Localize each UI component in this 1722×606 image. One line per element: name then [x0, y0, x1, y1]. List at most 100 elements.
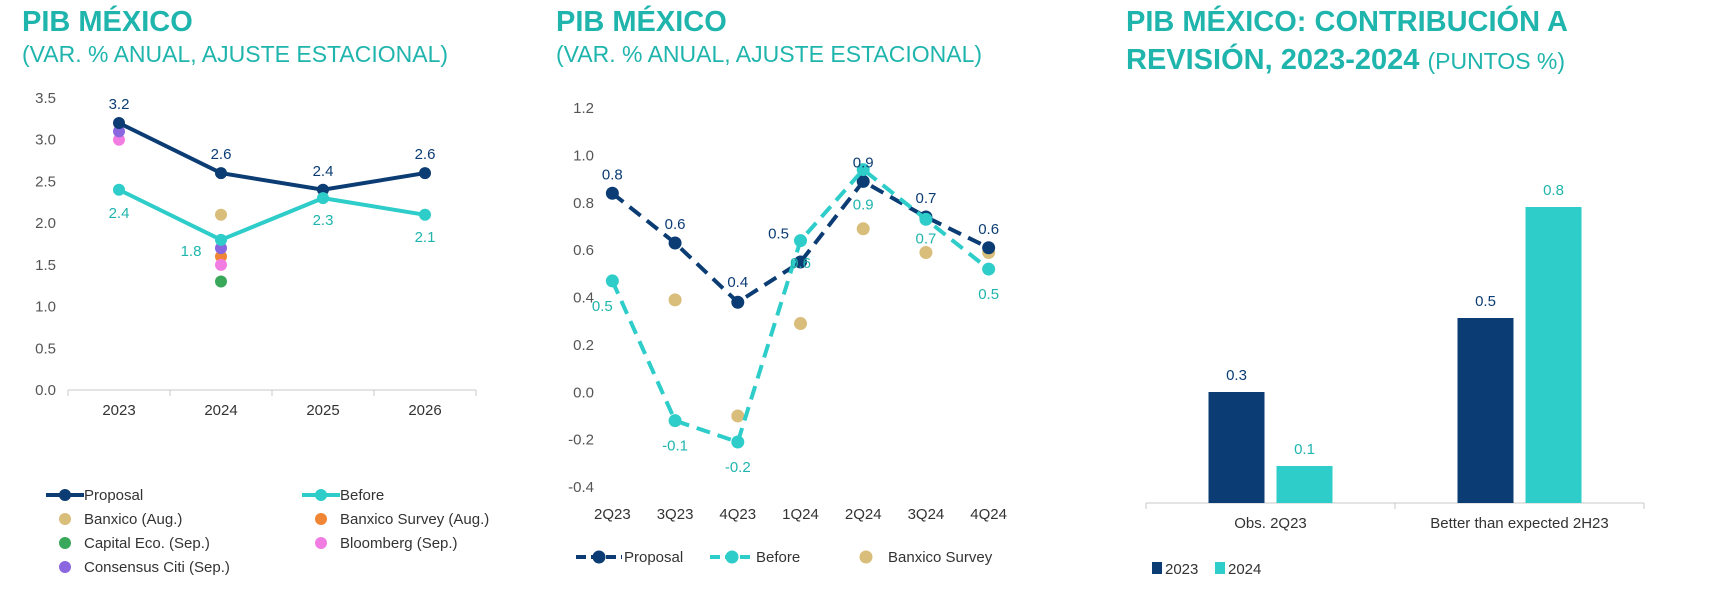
legend-swatch-marker	[315, 537, 327, 549]
bar-2024	[1525, 207, 1582, 503]
data-point-proposal	[856, 174, 870, 188]
data-point-before	[919, 212, 933, 226]
data-point-banxico-survey	[794, 317, 807, 331]
y-tick-label: 3.0	[35, 132, 56, 149]
data-label-2023: 0.3	[1226, 367, 1247, 384]
data-label-proposal: 3.2	[109, 96, 130, 113]
data-point-banxico-survey	[919, 245, 933, 259]
y-tick-label: 0.0	[573, 384, 594, 401]
legend-label: Proposal	[624, 549, 683, 566]
right-panel: PIB MÉXICO: CONTRIBUCIÓN A REVISIÓN, 202…	[1080, 0, 1722, 606]
x-tick-label: 3Q23	[657, 506, 694, 523]
series-line-before	[610, 166, 990, 445]
legend-label: Capital Eco. (Sep.)	[84, 535, 210, 552]
data-point-proposal	[113, 117, 125, 130]
data-label-2024: 0.8	[1543, 182, 1564, 199]
legend-swatch-marker	[592, 550, 606, 564]
right-chart-title-line2: REVISIÓN, 2023-2024 (PUNTOS %)	[1126, 42, 1565, 79]
series-line-proposal	[118, 121, 426, 192]
x-tick-label: Better than expected 2H23	[1430, 515, 1608, 532]
legend-swatch-marker	[59, 489, 71, 501]
y-tick-label: 2.5	[35, 173, 56, 190]
data-point-proposal	[605, 186, 619, 200]
legend-swatch	[1152, 562, 1162, 574]
data-label-before: -0.2	[725, 459, 751, 476]
x-tick-label: 2025	[306, 402, 339, 419]
data-point-before	[794, 234, 807, 248]
data-point-proposal	[668, 236, 682, 250]
data-label-before: -0.1	[662, 438, 688, 455]
data-label-before: 0.9	[853, 197, 874, 214]
middle-line-chart: -0.4 -0.2 0.0 0.2 0.4 0.6 0.8 1.0 1.2 2Q23 3Q23 4Q2…	[568, 100, 1007, 566]
data-point-before	[113, 183, 125, 196]
middle-chart-title: PIB MÉXICO	[556, 6, 727, 38]
forecast-point-capital-eco-sep	[215, 275, 227, 288]
data-label-proposal: 0.4	[727, 274, 748, 291]
data-label-proposal: 0.6	[665, 216, 686, 233]
x-tick-label: 3Q24	[908, 506, 945, 523]
forecast-point-banxico-survey-aug	[215, 250, 227, 263]
data-label-2023: 0.5	[1475, 293, 1496, 310]
right-bar-chart: Obs. 2Q23 0.3 0.1 Better than expected 2H23…	[1145, 182, 1645, 578]
data-label-proposal: 0.7	[915, 190, 936, 207]
series-line-before	[118, 187, 426, 243]
left-line-chart: 0.0 0.5 1.0 1.5 2.0 2.5 3.0 3.5 2023 2024 2025 2026…	[35, 90, 489, 576]
x-tick-label: Obs. 2Q23	[1234, 515, 1307, 532]
y-tick-label: 2.0	[35, 215, 56, 232]
forecast-point-consensus-citi-sep	[113, 125, 125, 138]
data-point-proposal	[731, 295, 745, 309]
data-point-before	[856, 163, 870, 177]
data-label-proposal: 2.6	[211, 146, 232, 163]
data-label-proposal: 0.6	[978, 221, 999, 238]
y-tick-label: 0.6	[573, 242, 594, 259]
legend-swatch-marker	[725, 550, 739, 564]
y-tick-label: -0.4	[568, 479, 594, 496]
legend-label: 2024	[1228, 561, 1261, 578]
data-label-before: 0.5	[768, 226, 789, 243]
y-tick-label: 0.2	[573, 337, 594, 354]
forecast-point-banxico-aug	[215, 208, 227, 221]
legend-label: Proposal	[84, 487, 143, 504]
forecast-point-bloomberg-sep	[215, 258, 227, 271]
data-point-before	[317, 192, 329, 205]
legend-swatch-marker	[59, 561, 71, 573]
data-label-proposal: 2.6	[415, 146, 436, 163]
forecast-point-consensus-citi-sep	[215, 242, 227, 255]
x-tick-label: 2Q23	[594, 506, 631, 523]
left-panel: PIB MÉXICO (VAR. % ANUAL, AJUSTE ESTACIO…	[0, 0, 540, 606]
data-label-before: 2.1	[415, 229, 436, 246]
data-point-before	[982, 262, 996, 276]
data-label-before: 2.4	[109, 205, 130, 222]
y-tick-label: 1.5	[35, 257, 56, 274]
x-tick-label: 4Q23	[719, 506, 756, 523]
x-tick-label: 2023	[102, 402, 135, 419]
data-label-proposal: 0.8	[602, 166, 623, 183]
y-tick-label: 3.5	[35, 90, 56, 107]
data-label-before: 0.5	[592, 298, 613, 315]
data-point-before	[605, 274, 619, 288]
data-point-proposal	[215, 167, 227, 180]
data-label-2024: 0.1	[1294, 441, 1315, 458]
x-tick-label: 1Q24	[782, 506, 819, 523]
middle-chart-subtitle: (VAR. % ANUAL, AJUSTE ESTACIONAL)	[556, 41, 983, 67]
right-chart-title-line1: PIB MÉXICO: CONTRIBUCIÓN A	[1126, 6, 1568, 38]
legend-swatch-marker	[315, 513, 327, 525]
middle-panel: PIB MÉXICO (VAR. % ANUAL, AJUSTE ESTACIO…	[540, 0, 1080, 606]
legend-label: Consensus Citi (Sep.)	[84, 559, 230, 576]
legend-swatch-marker	[859, 550, 873, 564]
data-label-before: 0.5	[978, 286, 999, 303]
legend-swatch-marker	[59, 513, 71, 525]
data-label-before: 0.6	[790, 255, 811, 272]
x-tick-label: 2024	[204, 402, 237, 419]
y-tick-label: 0.0	[35, 382, 56, 399]
legend-label: 2023	[1165, 561, 1198, 578]
legend-label: Before	[340, 487, 384, 504]
data-point-before	[215, 233, 227, 246]
data-point-proposal	[317, 183, 329, 196]
legend-label: Banxico Survey	[888, 549, 993, 566]
legend-label: Banxico (Aug.)	[84, 511, 182, 528]
data-label-before: 2.3	[313, 212, 334, 229]
data-point-banxico-survey	[731, 409, 745, 423]
data-point-banxico-survey	[668, 293, 682, 307]
left-chart-subtitle: (VAR. % ANUAL, AJUSTE ESTACIONAL)	[22, 41, 449, 67]
